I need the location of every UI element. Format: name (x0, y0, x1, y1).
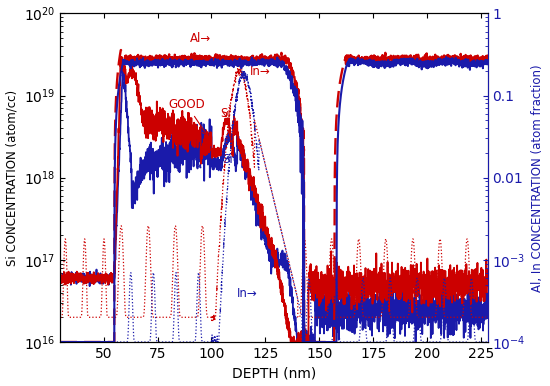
Text: In→: In→ (237, 287, 258, 300)
Y-axis label: Si CONCENTRATION (atom/cc): Si CONCENTRATION (atom/cc) (6, 90, 19, 266)
Text: BAD: BAD (168, 129, 201, 168)
Text: Si: Si (222, 153, 233, 166)
Text: Al→: Al→ (190, 32, 211, 45)
Y-axis label: Al, In CONCENTRATION (atom fraction): Al, In CONCENTRATION (atom fraction) (531, 64, 544, 291)
X-axis label: DEPTH (nm): DEPTH (nm) (232, 366, 316, 381)
Text: In→: In→ (250, 64, 271, 78)
Text: Si: Si (220, 107, 231, 120)
Text: Al→: Al→ (190, 56, 211, 69)
Text: GOOD: GOOD (168, 98, 207, 135)
